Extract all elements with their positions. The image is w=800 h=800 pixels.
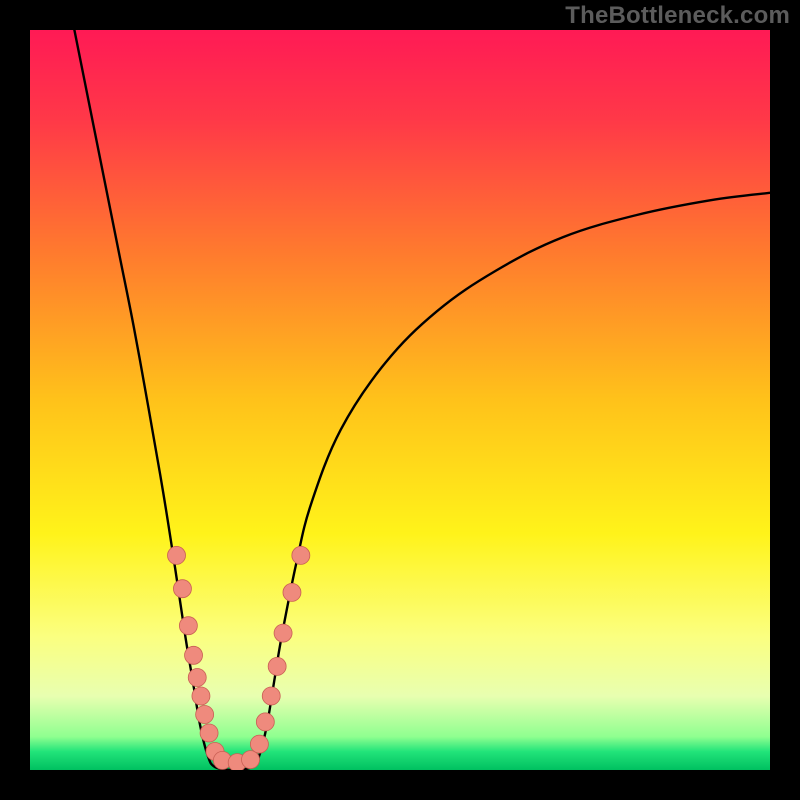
data-marker — [274, 624, 292, 642]
frame-left — [0, 0, 30, 800]
data-marker — [196, 706, 214, 724]
data-marker — [179, 617, 197, 635]
data-marker — [168, 546, 186, 564]
data-marker — [192, 687, 210, 705]
frame-right — [770, 0, 800, 800]
plot-area — [30, 30, 770, 770]
plot-svg — [30, 30, 770, 770]
gradient-background — [30, 30, 770, 770]
watermark-text: TheBottleneck.com — [565, 2, 790, 30]
data-marker — [256, 713, 274, 731]
data-marker — [283, 583, 301, 601]
data-marker — [185, 646, 203, 664]
data-marker — [250, 735, 268, 753]
data-marker — [200, 724, 218, 742]
data-marker — [242, 751, 260, 769]
data-marker — [188, 669, 206, 687]
data-marker — [262, 687, 280, 705]
data-marker — [292, 546, 310, 564]
data-marker — [268, 657, 286, 675]
frame-bottom — [0, 770, 800, 800]
data-marker — [173, 580, 191, 598]
